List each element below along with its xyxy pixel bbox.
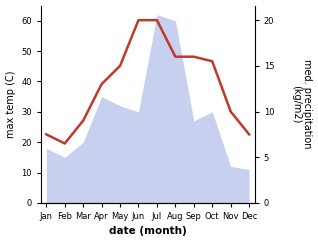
X-axis label: date (month): date (month): [109, 227, 187, 236]
Y-axis label: med. precipitation
(kg/m2): med. precipitation (kg/m2): [291, 60, 313, 149]
Y-axis label: max temp (C): max temp (C): [5, 70, 16, 138]
